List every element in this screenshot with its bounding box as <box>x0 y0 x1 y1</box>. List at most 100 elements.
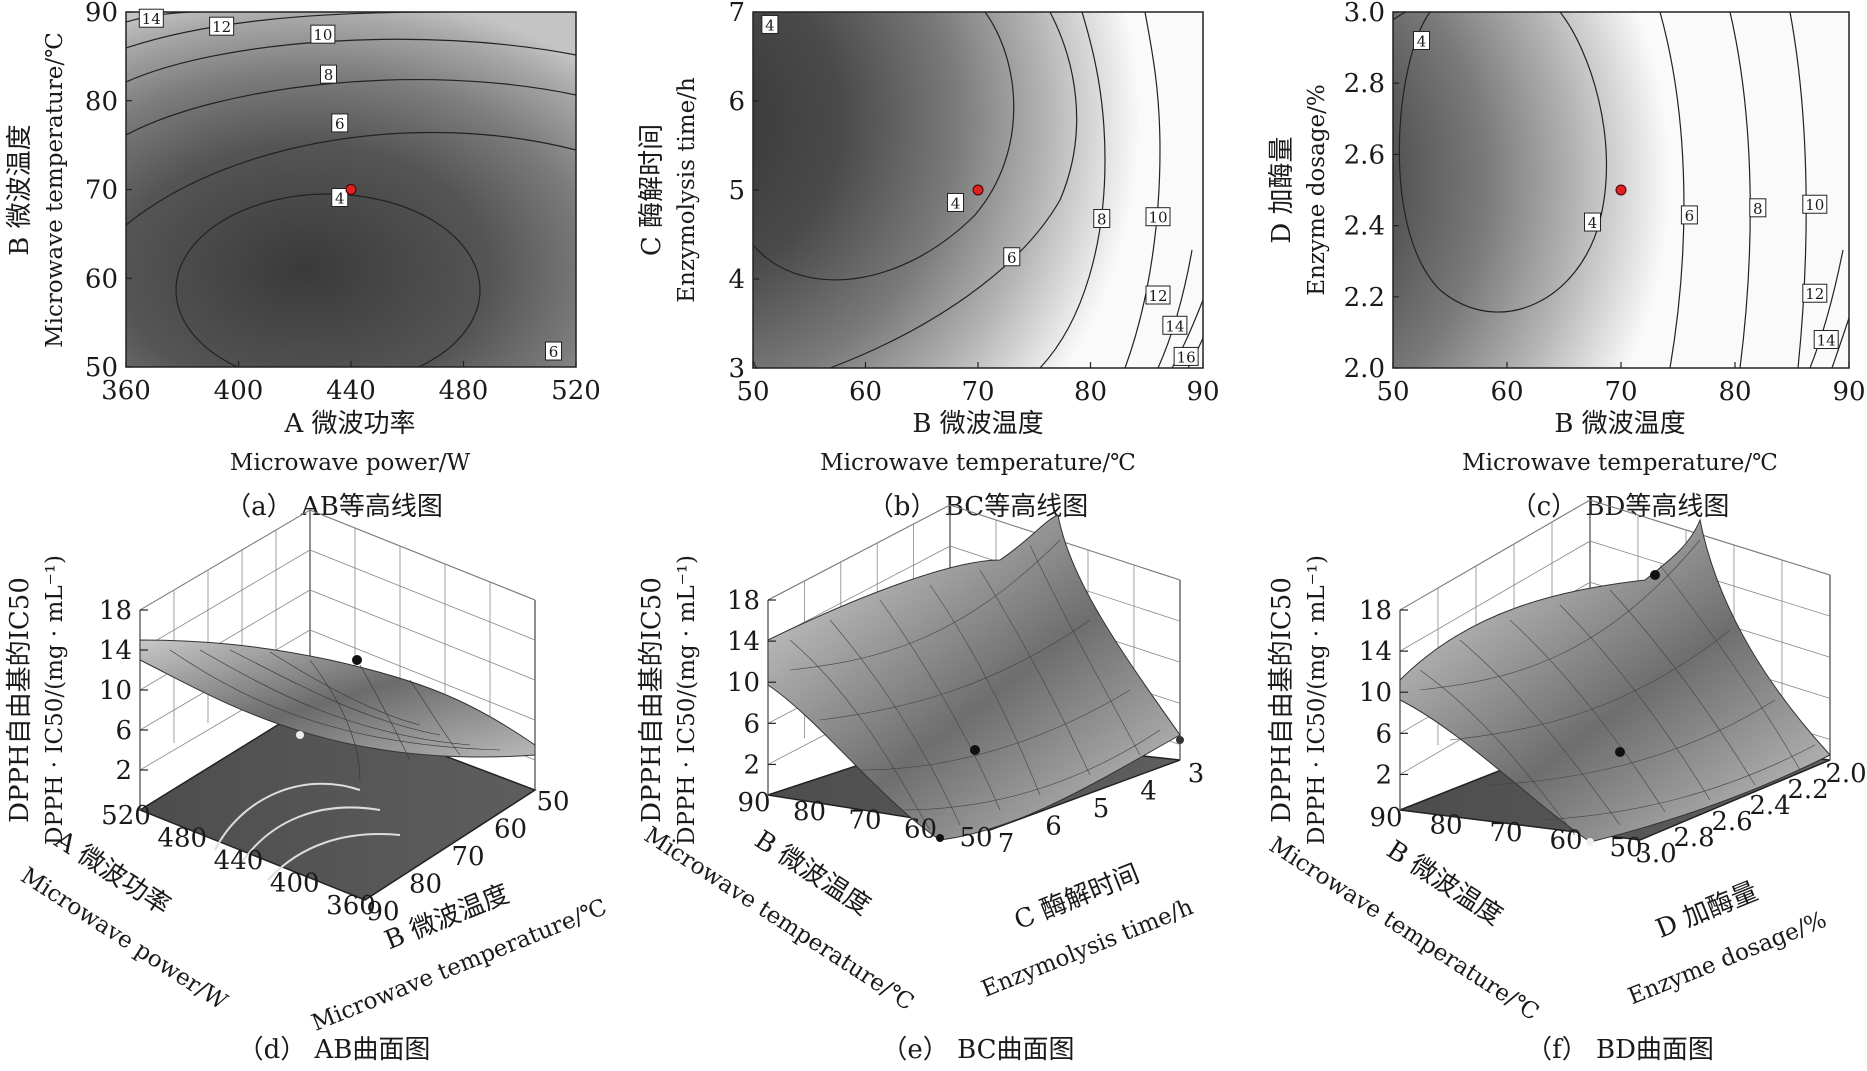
contour-label-box <box>1813 330 1839 350</box>
left-axis-tick-label: 70 <box>848 806 881 836</box>
z-tick-label: 6 <box>1375 719 1392 749</box>
right-axis-tick-label: 2.4 <box>1749 791 1790 821</box>
contour-label-box <box>1093 208 1111 228</box>
x-axis-label-cn: A 微波功率 <box>283 409 415 439</box>
contour-line-12 <box>1157 249 1193 368</box>
contour-label: 4 <box>951 194 961 212</box>
contour-line-14 <box>1831 317 1849 368</box>
contour-label: 6 <box>549 343 559 361</box>
panel-caption: （c） BD等高线图 <box>1511 492 1730 522</box>
y-axis-label-cn: D 加酶量 <box>1267 136 1297 243</box>
y-axis-label-cn: C 酶解时间 <box>637 124 667 256</box>
contour-labels: 14 12 10 8 6 4 6 <box>138 8 562 361</box>
y-tick-label: 3.0 <box>1344 0 1385 28</box>
x-tick-label: 360 <box>101 376 151 406</box>
design-point <box>1615 747 1625 757</box>
wall-grid-line <box>1399 499 1831 611</box>
left-axis-tick-label: 90 <box>1369 803 1402 833</box>
z-axis-ticks: 2 6 10 14 18 <box>99 596 148 786</box>
contour-label-box <box>545 341 562 361</box>
design-point <box>936 834 944 842</box>
x-axis-label-en: Microwave power/W <box>230 450 471 476</box>
contour-label-box <box>1162 315 1188 335</box>
contour-panel-bc: 4 4 6 8 10 12 14 16 50 60 70 80 90 3 4 5 6 7 B 微波温度 Micr… <box>637 0 1220 522</box>
x-axis-label-cn: B 微波温度 <box>912 409 1043 439</box>
contour-label-box <box>1145 285 1171 305</box>
right-axis-tick-label: 80 <box>409 870 442 900</box>
contour-label: 8 <box>1097 210 1107 228</box>
left-axis-tick-label: 70 <box>1489 818 1522 848</box>
contour-line-12 <box>126 12 441 49</box>
y-axis-label-en: Microwave temperature/℃ <box>42 32 68 348</box>
panel-caption: （b） BC等高线图 <box>868 492 1088 522</box>
right-axis-tick-label: 2.0 <box>1825 759 1866 789</box>
contour-label: 14 <box>1817 332 1836 350</box>
contour-label-box <box>1003 247 1021 267</box>
z-axis-label-cn: DPPH自由基的IC50 <box>1267 577 1297 823</box>
center-point <box>1615 184 1627 196</box>
wall-grid-line <box>139 509 536 611</box>
contour-label: 4 <box>1588 214 1598 232</box>
contour-label-box <box>331 113 349 133</box>
right-axis-tick-label: 6 <box>1045 812 1062 842</box>
z-axis-label-en: DPPH · IC50/(mg · mL⁻¹) <box>674 555 700 845</box>
y-tick-label: 2.8 <box>1344 69 1385 99</box>
left-axis-tick-label: 480 <box>157 824 207 854</box>
contour-lines <box>1393 12 1849 368</box>
contour-label-box <box>1413 30 1430 50</box>
design-point <box>970 745 980 755</box>
y-tick-label: 60 <box>85 264 118 294</box>
z-tick-label: 10 <box>727 668 760 698</box>
right-axis-ticks: 76 54 3 <box>998 759 1205 859</box>
axis-ticks: 360 400 440 480 520 50 60 70 80 90 <box>85 0 601 406</box>
y-axis-label-en: Enzymolysis time/h <box>674 77 700 303</box>
contour-labels: 4 4 6 8 10 12 14 16 <box>761 14 1199 366</box>
contour-lines <box>753 12 1203 368</box>
design-point <box>296 731 304 739</box>
z-axis-label-en: DPPH · IC50/(mg · mL⁻¹) <box>42 555 68 845</box>
z-tick-label: 14 <box>99 636 132 666</box>
surface-mesh <box>1419 539 1816 836</box>
y-tick-label: 2.2 <box>1344 283 1385 313</box>
right-axis-ticks: 3.02.82.62.42.22.0 <box>1635 759 1866 869</box>
contour-label-box <box>1173 346 1199 366</box>
y-tick-label: 2.0 <box>1344 354 1385 384</box>
x-tick-label: 80 <box>1074 377 1107 407</box>
wall-grid-line <box>139 629 536 731</box>
y-tick-label: 50 <box>85 353 118 383</box>
x-axis-label-en: Microwave temperature/℃ <box>820 450 1136 476</box>
wall-grid-line <box>139 549 536 651</box>
contour-line-10 <box>1789 12 1807 368</box>
x-tick-label: 80 <box>1718 377 1751 407</box>
z-tick-label: 2 <box>1375 760 1392 790</box>
x-tick-label: 50 <box>736 377 769 407</box>
z-tick-label: 18 <box>727 586 760 616</box>
contour-line-6 <box>829 12 1078 368</box>
z-tick-label: 6 <box>115 716 132 746</box>
contour-label: 12 <box>1148 287 1167 305</box>
contour-label: 4 <box>335 189 345 207</box>
contour-line-8 <box>1039 12 1106 368</box>
x-tick-label: 400 <box>214 376 264 406</box>
y-tick-label: 90 <box>85 0 118 28</box>
left-axis-tick-label: 400 <box>270 869 320 899</box>
left-axis-tick-label: 60 <box>1549 826 1582 856</box>
contour-label: 4 <box>1417 32 1427 50</box>
right-axis-tick-label: 7 <box>998 829 1015 859</box>
contour-label-box <box>1802 194 1828 214</box>
right-axis-label-cn: D 加酶量 <box>1652 877 1763 945</box>
right-axis-tick-label: 50 <box>536 787 569 817</box>
panel-caption: （d） AB曲面图 <box>238 1035 431 1065</box>
contour-label: 8 <box>1753 200 1763 218</box>
design-point <box>1176 736 1184 744</box>
contour-line-4b <box>1393 12 1407 21</box>
contour-label-box <box>761 14 779 34</box>
center-point <box>972 184 984 196</box>
z-axis-ticks: 2 6 10 14 18 <box>1359 596 1408 790</box>
contour-panel-ab: 14 12 10 8 6 4 6 360 400 440 480 520 50 60 70 80 90 A 微… <box>5 0 601 522</box>
right-axis-tick-label: 2.8 <box>1673 823 1714 853</box>
z-tick-label: 2 <box>743 750 760 780</box>
